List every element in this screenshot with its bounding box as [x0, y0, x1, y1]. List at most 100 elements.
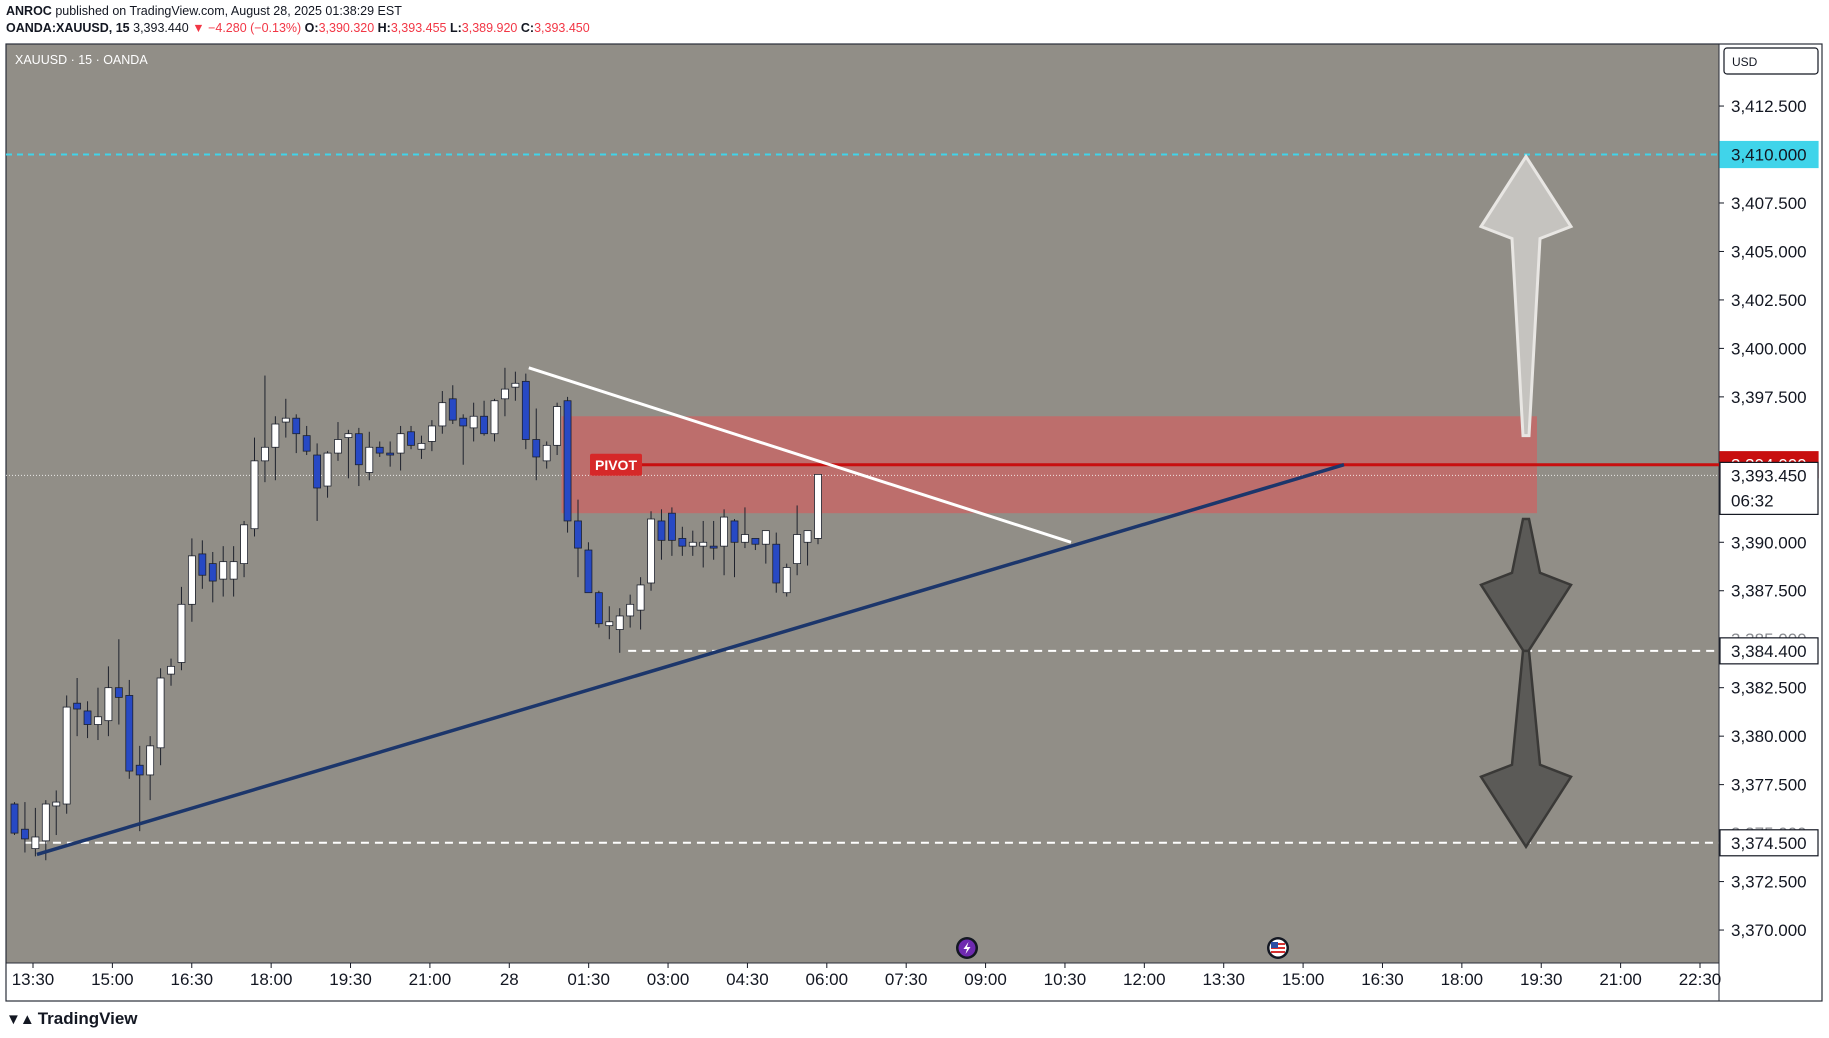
candle-body [584, 549, 593, 594]
close-value: 3,393.450 [534, 21, 590, 35]
x-tick-label: 03:00 [647, 970, 690, 989]
candle-body [250, 460, 259, 530]
candle-body [365, 446, 374, 473]
x-tick-label: 15:00 [91, 970, 134, 989]
price-axis-background[interactable] [1719, 44, 1822, 1002]
us-flag-icon[interactable] [1267, 937, 1289, 959]
current-price-label: 3,393.450 [1731, 466, 1807, 485]
candle-body [761, 530, 770, 545]
x-tick-label: 18:00 [1441, 970, 1484, 989]
open-label: O: [304, 21, 319, 35]
open-value: 3,390.320 [318, 21, 375, 35]
candle-body [177, 603, 186, 663]
ohlc-info: OANDA:XAUUSD, 15 3,393.440 ▼ −4.280 (−0.… [6, 20, 590, 37]
candle-body [354, 433, 363, 466]
candle-body [438, 402, 447, 427]
support-2-price-tag-box[interactable] [1719, 829, 1819, 857]
candle-body [135, 764, 144, 776]
candle-body [636, 584, 645, 611]
x-tick-label: 12:00 [1123, 970, 1166, 989]
close-label: C: [520, 21, 535, 35]
x-tick-label: 13:30 [12, 970, 55, 989]
y-tick-label: 3,382.500 [1731, 679, 1807, 698]
candle-body [198, 553, 207, 576]
candle-body [156, 677, 165, 749]
resistance-price-tag-box[interactable] [1719, 140, 1819, 169]
candle-body [647, 518, 655, 584]
y-tick-label: 3,412.500 [1731, 97, 1807, 116]
tradingview-footer[interactable]: ▼▲ TradingView [6, 1009, 138, 1029]
candle-body [73, 702, 82, 710]
candle-body [94, 716, 102, 725]
pivot-label-box [590, 453, 642, 476]
candle-body [208, 563, 217, 582]
y-tick-label: 3,400.000 [1731, 339, 1807, 358]
lightning-icon[interactable] [956, 937, 978, 959]
y-tick-label: 3,387.500 [1731, 582, 1807, 601]
candle-body [83, 710, 92, 725]
candle-body [615, 615, 624, 630]
candle-body [459, 417, 468, 427]
target-down-arrow-1[interactable] [1479, 517, 1573, 658]
last-price: 3,393.440 [133, 21, 189, 35]
candle-body [782, 567, 791, 594]
y-tick-label: 3,390.000 [1731, 533, 1807, 552]
candle-body [699, 541, 708, 547]
brand-name: TradingView [37, 1009, 138, 1028]
candle-body [396, 433, 405, 454]
candle-body [240, 524, 248, 565]
x-tick-label: 22:30 [1679, 970, 1722, 989]
candle-body [563, 400, 572, 522]
x-tick-label: 18:00 [250, 970, 293, 989]
y-tick-label: 3,407.500 [1731, 194, 1807, 213]
candle-body [187, 555, 196, 605]
y-tick-label: 3,405.000 [1731, 242, 1807, 261]
candle-body [62, 706, 71, 805]
target-up-arrow[interactable] [1478, 153, 1574, 438]
candle-body [657, 520, 666, 541]
candle-body [114, 687, 123, 698]
author-name[interactable]: ANROC [6, 4, 52, 18]
candle-body [334, 439, 342, 454]
candle-body [553, 406, 562, 446]
y-tick-label: 3,372.500 [1731, 873, 1807, 892]
symbol-label: XAUUSD · 15 · OANDA [15, 53, 148, 67]
candle-body [668, 512, 676, 541]
candle-body [803, 530, 812, 543]
y-tick-label: 3,397.500 [1731, 388, 1807, 407]
resistance-price-tag-label: 3,410.000 [1731, 146, 1807, 165]
chart-frame [5, 43, 1823, 1002]
candle-body [302, 435, 311, 452]
candle-body [125, 695, 134, 772]
currency-box[interactable] [1723, 47, 1819, 75]
time-axis-background[interactable] [6, 963, 1719, 1001]
target-down-arrow-2[interactable] [1479, 649, 1573, 850]
ascending-trendline[interactable] [36, 463, 1345, 857]
current-price-tag-box[interactable] [1719, 461, 1819, 515]
y-tick-label: 3,377.500 [1731, 776, 1807, 795]
candle-body [490, 400, 499, 435]
support-1-price-tag-box[interactable] [1719, 637, 1819, 665]
candle-body [31, 836, 40, 850]
candle-body [594, 592, 603, 625]
candle-body [417, 442, 426, 450]
candle-body [41, 803, 50, 842]
candle-body [52, 801, 61, 807]
x-tick-label: 07:30 [885, 970, 928, 989]
candle-body [511, 382, 520, 388]
descending-trendline[interactable] [528, 366, 1072, 544]
candle-body [407, 431, 415, 446]
candle-body [375, 446, 384, 454]
candle-body [10, 803, 19, 834]
support-2-price-tag-label: 3,374.500 [1731, 834, 1807, 853]
candle-body [427, 425, 436, 442]
x-tick-label: 16:30 [1361, 970, 1404, 989]
candle-body [469, 415, 478, 429]
publish-info: ANROC published on TradingView.com, Augu… [6, 3, 590, 20]
candle-body [219, 561, 228, 580]
price-change: ▼ −4.280 (−0.13%) [192, 21, 302, 35]
candle-body [480, 415, 488, 435]
candle-body [730, 520, 739, 543]
x-tick-label: 21:00 [1599, 970, 1642, 989]
